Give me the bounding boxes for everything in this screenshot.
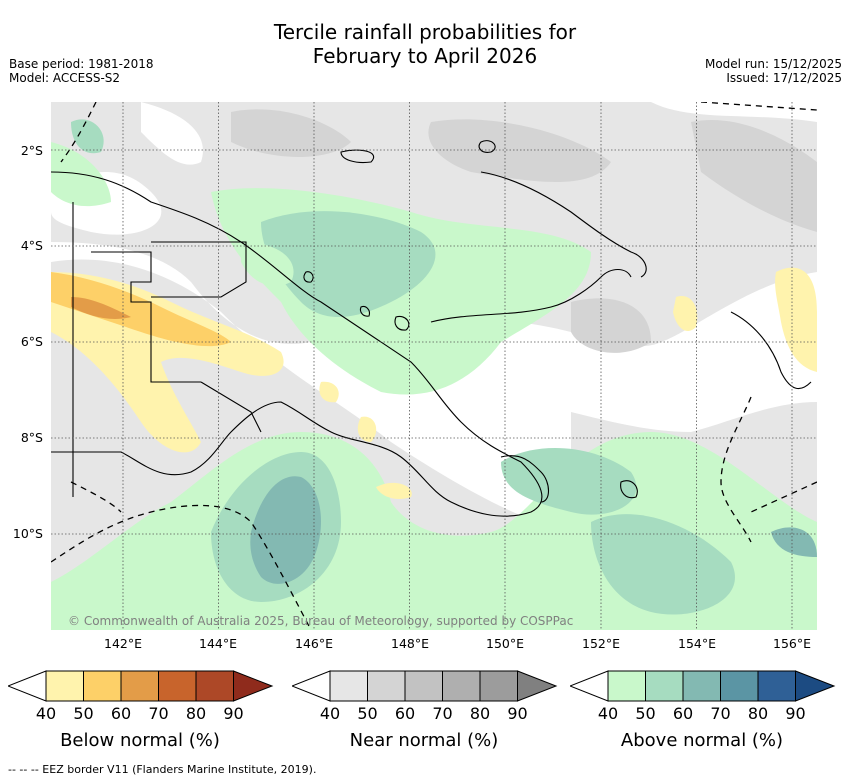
above-normal-60-e <box>771 527 817 557</box>
below-normal-60 <box>71 297 131 319</box>
near-swatch-1 <box>329 670 368 702</box>
near-extend-left <box>290 670 331 702</box>
above-swatch-5 <box>757 670 796 702</box>
above-swatch-4 <box>720 670 759 702</box>
copyright-notice: © Commonwealth of Australia 2025, Bureau… <box>68 614 574 628</box>
below-swatch-2 <box>83 670 122 702</box>
white-patch-ne <box>651 102 817 122</box>
base-period: Base period: 1981-2018 <box>9 57 154 71</box>
white-region <box>51 242 571 532</box>
above-normal-60-s <box>250 476 321 584</box>
above-tick: 70 <box>710 704 731 723</box>
above-tick: 60 <box>672 704 694 723</box>
near-tick: 80 <box>469 704 491 723</box>
model-info: Base period: 1981-2018 Model: ACCESS-S2 <box>9 57 154 85</box>
colorbar-near-svg <box>290 670 558 702</box>
above-tick: 40 <box>597 704 619 723</box>
colorbar-below-normal <box>6 670 278 710</box>
near-tick: 60 <box>394 704 416 723</box>
below-swatch-4 <box>158 670 197 702</box>
title-line-1: Tercile rainfall probabilities for <box>273 20 577 44</box>
issued-date: Issued: 17/12/2025 <box>726 71 842 85</box>
near-tick: 90 <box>507 704 528 723</box>
near-normal-title: Near normal (%) <box>349 730 499 751</box>
model-name: Model: ACCESS-S2 <box>9 71 121 85</box>
coastlines <box>51 140 812 517</box>
above-tick: 90 <box>785 704 806 723</box>
above-normal-50-w <box>71 119 104 154</box>
below-normal-40-e2 <box>673 296 698 332</box>
lon-label-148e: 148°E <box>390 636 430 651</box>
above-normal-title: Above normal (%) <box>620 730 784 751</box>
near-tick: 70 <box>432 704 453 723</box>
near-swatch-2 <box>367 670 406 702</box>
near-swatch-3 <box>404 670 443 702</box>
lon-label-142e: 142°E <box>103 636 143 651</box>
lon-label-154e: 154°E <box>677 636 717 651</box>
run-info: Model run: 15/12/2025 Issued: 17/12/2025 <box>705 57 842 85</box>
probability-map <box>51 102 817 630</box>
above-normal-50-se2 <box>591 514 735 615</box>
below-normal-50 <box>51 272 231 347</box>
lon-label-144e: 144°E <box>198 636 238 651</box>
colorbar-above-normal <box>568 670 840 710</box>
graticule <box>51 102 817 630</box>
near-swatch-5 <box>479 670 518 702</box>
white-patch <box>141 102 203 165</box>
below-normal-40-e <box>775 267 817 372</box>
near-normal-50 <box>231 109 351 157</box>
lat-label-2s: 2°S <box>20 143 43 158</box>
model-run-date: Model run: 15/12/2025 <box>704 57 842 71</box>
below-normal-40-c <box>319 381 339 403</box>
below-tick: 40 <box>35 704 57 723</box>
above-normal-50-se <box>501 448 637 515</box>
above-swatch-3 <box>682 670 721 702</box>
lon-label-152e: 152°E <box>581 636 621 651</box>
above-swatch-2 <box>645 670 684 702</box>
colorbar-below-svg <box>6 670 274 702</box>
below-tick: 60 <box>110 704 132 723</box>
below-swatch-1 <box>45 670 84 702</box>
lon-label-146e: 146°E <box>294 636 334 651</box>
above-tick: 50 <box>635 704 656 723</box>
colorbar-above-svg <box>568 670 836 702</box>
eez-borders <box>51 102 817 630</box>
lat-label-4s: 4°S <box>20 238 43 253</box>
lat-label-6s: 6°S <box>20 334 43 349</box>
lon-label-150e: 150°E <box>485 636 525 651</box>
above-extend-right <box>795 670 836 702</box>
below-tick: 90 <box>223 704 244 723</box>
map-canvas <box>51 102 817 630</box>
below-normal-40-c3 <box>376 482 412 499</box>
below-tick: 70 <box>148 704 169 723</box>
above-swatch-1 <box>607 670 646 702</box>
above-normal-40-c <box>241 242 294 286</box>
above-extend-left <box>568 670 609 702</box>
below-tick: 50 <box>73 704 94 723</box>
borders <box>72 202 262 497</box>
near-extend-right <box>517 670 558 702</box>
lon-label-156e: 156°E <box>772 636 812 651</box>
near-normal-50-b <box>428 119 611 182</box>
above-tick: 80 <box>747 704 769 723</box>
below-normal-40-c2 <box>357 416 377 442</box>
lat-label-8s: 8°S <box>20 430 43 445</box>
above-normal-50 <box>261 211 436 317</box>
lat-label-10s: 10°S <box>12 526 43 541</box>
near-tick: 50 <box>357 704 378 723</box>
below-extend-left <box>6 670 47 702</box>
below-swatch-5 <box>195 670 234 702</box>
near-normal-50-d <box>691 120 817 232</box>
below-swatch-3 <box>120 670 159 702</box>
below-extend-right <box>233 670 274 702</box>
near-tick: 40 <box>319 704 341 723</box>
eez-footnote: -- -- -- EEZ border V11 (Flanders Marine… <box>8 763 317 776</box>
colorbar-near-normal <box>290 670 562 710</box>
title-line-2: February to April 2026 <box>312 44 538 68</box>
near-swatch-4 <box>442 670 481 702</box>
near-normal-50-c <box>571 298 651 353</box>
map-title: Tercile rainfall probabilities for Febru… <box>0 20 850 68</box>
below-normal-title: Below normal (%) <box>60 730 220 751</box>
below-tick: 80 <box>185 704 207 723</box>
